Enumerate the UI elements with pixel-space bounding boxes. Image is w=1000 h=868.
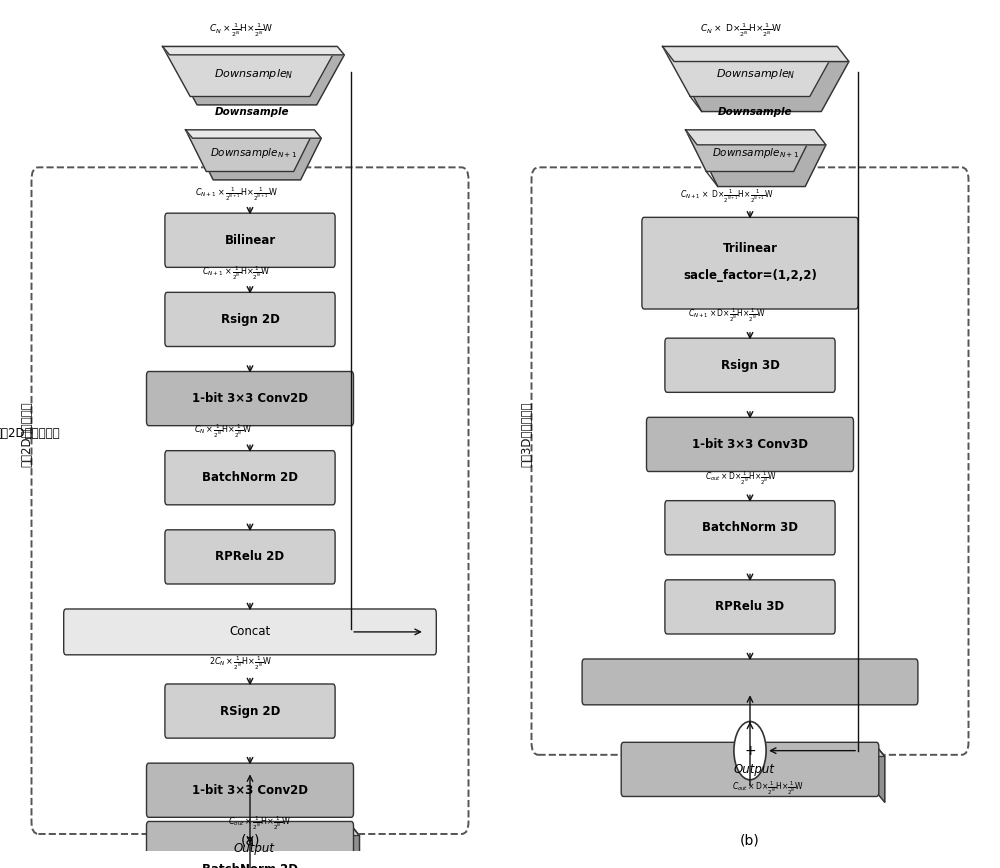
- Polygon shape: [686, 130, 814, 172]
- Text: (a): (a): [240, 833, 260, 848]
- FancyBboxPatch shape: [646, 418, 854, 471]
- Text: BatchNorm 2D: BatchNorm 2D: [202, 863, 298, 868]
- Text: $C_{N+1}\times$D$\times\frac{1}{2^N}$H$\times\frac{1}{2^N}$W: $C_{N+1}\times$D$\times\frac{1}{2^N}$H$\…: [688, 307, 766, 325]
- Text: Downsample: Downsample: [215, 107, 290, 116]
- Text: $Downsample_{N+1}$: $Downsample_{N+1}$: [210, 146, 297, 161]
- Text: BatchNorm 3D: BatchNorm 3D: [702, 522, 798, 534]
- FancyBboxPatch shape: [165, 214, 335, 267]
- Polygon shape: [186, 130, 321, 138]
- Text: $C_{out}\times$D$\times\frac{1}{2^N}$H$\times\frac{1}{2^N}$W: $C_{out}\times$D$\times\frac{1}{2^N}$H$\…: [732, 779, 804, 797]
- Polygon shape: [193, 138, 321, 180]
- Text: $C_{N+1}\times\frac{1}{2^N}$H$\times\frac{1}{2^N}$W: $C_{N+1}\times\frac{1}{2^N}$H$\times\fra…: [202, 265, 270, 282]
- Text: Bilinear: Bilinear: [224, 233, 276, 247]
- Text: Concat: Concat: [229, 626, 271, 638]
- Text: $C_{N+1}\times$ D$\times\frac{1}{2^{N+1}}$H$\times\frac{1}{2^{N+1}}$W: $C_{N+1}\times$ D$\times\frac{1}{2^{N+1}…: [680, 188, 774, 205]
- Text: RPRelu 2D: RPRelu 2D: [215, 550, 285, 563]
- FancyBboxPatch shape: [165, 684, 335, 738]
- Polygon shape: [170, 55, 344, 105]
- Text: Trilinear: Trilinear: [722, 241, 778, 254]
- Text: $C_N\times\frac{1}{2^N}$H$\times\frac{1}{2^N}$W: $C_N\times\frac{1}{2^N}$H$\times\frac{1}…: [194, 423, 251, 440]
- Polygon shape: [876, 746, 885, 802]
- Text: $C_{out}\times\frac{1}{2^N}$H$\times\frac{1}{2^N}$W: $C_{out}\times\frac{1}{2^N}$H$\times\fra…: [228, 814, 291, 832]
- Text: Rsign 2D: Rsign 2D: [221, 313, 279, 326]
- Polygon shape: [674, 62, 849, 111]
- Polygon shape: [163, 47, 337, 96]
- Polygon shape: [686, 130, 826, 145]
- Text: 1-bit 3×3 Conv2D: 1-bit 3×3 Conv2D: [192, 784, 308, 797]
- Text: Rsign 3D: Rsign 3D: [721, 358, 779, 372]
- FancyBboxPatch shape: [146, 763, 354, 818]
- FancyBboxPatch shape: [582, 659, 918, 705]
- Text: BatchNorm 2D: BatchNorm 2D: [202, 471, 298, 484]
- FancyBboxPatch shape: [165, 293, 335, 346]
- Text: $2C_N\times\frac{1}{2^N}$H$\times\frac{1}{2^N}$W: $2C_N\times\frac{1}{2^N}$H$\times\frac{1…: [209, 654, 272, 672]
- Text: RSign 2D: RSign 2D: [220, 705, 280, 718]
- Text: RPRelu 3D: RPRelu 3D: [715, 601, 785, 614]
- FancyBboxPatch shape: [642, 217, 858, 309]
- Text: 1-bit 3×3 Conv3D: 1-bit 3×3 Conv3D: [692, 438, 808, 450]
- FancyBboxPatch shape: [146, 821, 354, 868]
- Text: 二値2D上采样模块: 二値2D上采样模块: [0, 428, 60, 440]
- FancyBboxPatch shape: [165, 842, 335, 868]
- FancyBboxPatch shape: [665, 339, 835, 392]
- Text: Downsample: Downsample: [718, 107, 793, 116]
- Text: Output: Output: [234, 842, 275, 855]
- Polygon shape: [663, 47, 837, 96]
- FancyBboxPatch shape: [165, 529, 335, 584]
- Polygon shape: [697, 145, 826, 187]
- Polygon shape: [624, 746, 885, 757]
- Polygon shape: [351, 825, 359, 868]
- Text: 二値3D上采样模块: 二値3D上采样模块: [520, 401, 533, 467]
- Text: $Downsample_N$: $Downsample_N$: [214, 67, 293, 81]
- Circle shape: [734, 721, 766, 779]
- Text: $C_{N+1}\times\frac{1}{2^{N+1}}$H$\times\frac{1}{2^{N+1}}$W: $C_{N+1}\times\frac{1}{2^{N+1}}$H$\times…: [195, 186, 278, 202]
- Polygon shape: [163, 47, 344, 55]
- FancyBboxPatch shape: [621, 742, 879, 797]
- Text: $C_{out}\times$D$\times\frac{1}{2^N}$H$\times\frac{1}{2^N}$W: $C_{out}\times$D$\times\frac{1}{2^N}$H$\…: [705, 470, 777, 487]
- FancyBboxPatch shape: [165, 450, 335, 505]
- Text: Output: Output: [734, 763, 775, 776]
- FancyBboxPatch shape: [64, 609, 436, 654]
- FancyBboxPatch shape: [665, 501, 835, 555]
- Polygon shape: [149, 825, 359, 836]
- Text: $C_N \times \frac{1}{2^N}$H$\times \frac{1}{2^N}$W: $C_N \times \frac{1}{2^N}$H$\times \frac…: [209, 21, 273, 39]
- Text: (b): (b): [740, 833, 760, 848]
- FancyBboxPatch shape: [146, 372, 354, 425]
- Text: 二値2D上采样模块: 二値2D上采样模块: [20, 401, 33, 467]
- Polygon shape: [186, 130, 314, 172]
- Text: sacle_factor=(1,2,2): sacle_factor=(1,2,2): [683, 269, 817, 282]
- FancyBboxPatch shape: [665, 580, 835, 634]
- Polygon shape: [663, 47, 849, 62]
- Text: $Downsample_N$: $Downsample_N$: [716, 67, 796, 81]
- Text: $C_N\times$ D$\times\frac{1}{2^N}$H$\times\frac{1}{2^N}$W: $C_N\times$ D$\times\frac{1}{2^N}$H$\tim…: [700, 21, 782, 39]
- Text: +: +: [744, 744, 756, 758]
- Text: 1-bit 3×3 Conv2D: 1-bit 3×3 Conv2D: [192, 392, 308, 405]
- Text: $Downsample_{N+1}$: $Downsample_{N+1}$: [712, 146, 800, 161]
